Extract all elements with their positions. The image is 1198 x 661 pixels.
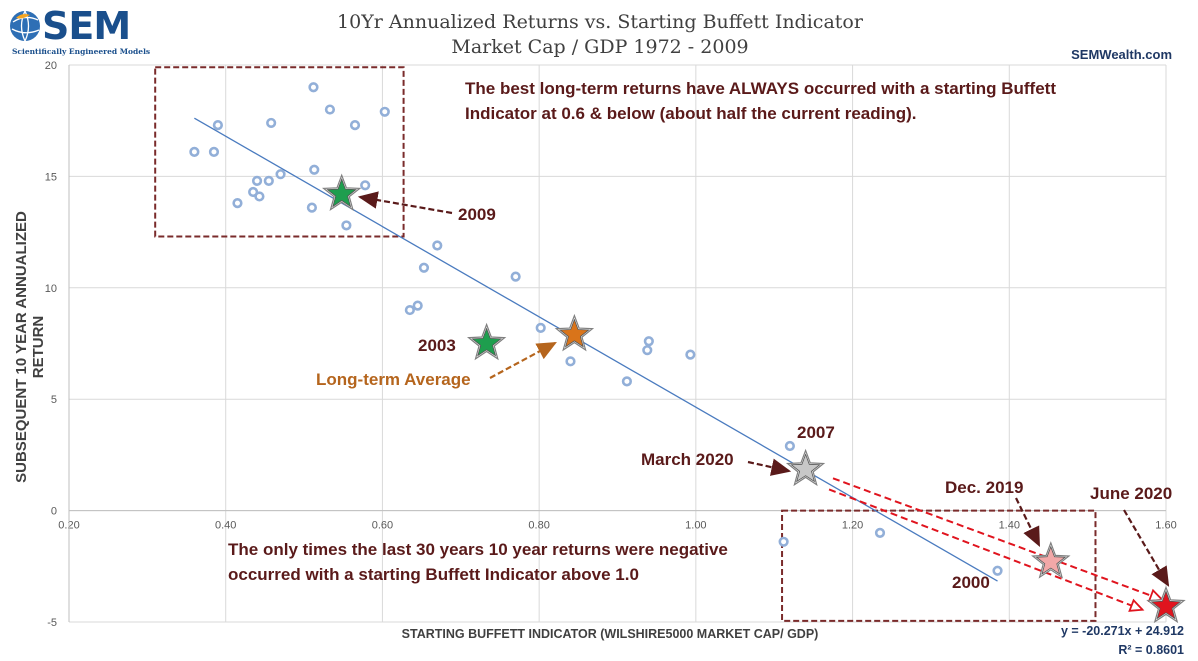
data-point: [874, 527, 886, 538]
logo-text: SEM: [42, 4, 131, 48]
data-point: [404, 304, 415, 316]
top-annotation-line2: Indicator at 0.6 & below (about half the…: [465, 104, 917, 123]
x-axis-label: STARTING BUFFETT INDICATOR (WILSHIRE5000…: [401, 627, 819, 641]
label-june-2020: June 2020: [1090, 484, 1173, 503]
x-tick-label: 1.60: [1155, 520, 1176, 532]
data-point: [412, 300, 423, 311]
arrow-march-2020: [747, 458, 792, 476]
bottom-annotation-line2: occurred with a starting Buffett Indicat…: [228, 565, 639, 584]
bottom-annotation: The only times the last 30 years 10 year…: [228, 537, 728, 587]
site-url: SEMWealth.com: [1071, 47, 1172, 62]
y-axis-label: SUBSEQUENT 10 YEAR ANNUALIZED RETURN: [13, 211, 47, 483]
projection-arrow-line: [828, 488, 1143, 611]
x-tick-label: 1.40: [999, 520, 1020, 532]
y-tick-label: 0: [51, 506, 57, 518]
data-point: [275, 169, 286, 180]
arrow-2009: [357, 191, 453, 215]
data-point: [510, 271, 521, 282]
y-tick-label: 20: [45, 60, 57, 72]
trendline-r2: R² = 0.8601: [1118, 643, 1184, 657]
data-point: [643, 336, 654, 347]
data-point: [324, 104, 336, 115]
y-tick-label: 10: [45, 283, 57, 295]
label-2007: 2007: [797, 423, 835, 442]
y-tick-label: 5: [51, 394, 57, 406]
data-point: [432, 240, 443, 251]
data-point: [341, 220, 352, 231]
star-marker: [1150, 590, 1182, 620]
data-point: [349, 120, 361, 131]
data-point: [992, 565, 1003, 576]
chart-title-line2: Market Cap / GDP 1972 - 2009: [451, 36, 749, 58]
data-point: [360, 180, 371, 191]
star-marker: [1035, 545, 1067, 575]
data-point: [565, 356, 576, 367]
x-tick-label: 0.40: [215, 520, 236, 532]
highlight-box: [781, 509, 1097, 622]
data-point: [212, 120, 223, 131]
star-marker: [559, 318, 590, 348]
label-2009: 2009: [458, 205, 496, 224]
data-point: [309, 164, 320, 175]
label-march-2020: March 2020: [641, 450, 734, 469]
sem-logo: SEM Scientifically Engineered Models: [8, 4, 151, 58]
trendline-equation: y = -20.271x + 24.912 R² = 0.8601: [1061, 622, 1184, 660]
star-marker: [471, 327, 502, 357]
label-2003: 2003: [418, 336, 456, 355]
data-point: [778, 536, 789, 547]
globe-icon: [10, 10, 40, 42]
top-annotation: The best long-term returns have ALWAYS o…: [465, 76, 1056, 126]
data-point: [379, 106, 390, 117]
trendline-formula: y = -20.271x + 24.912: [1060, 624, 1184, 638]
top-annotation-line1: The best long-term returns have ALWAYS o…: [465, 79, 1056, 98]
projection-arrow-line: [832, 477, 1163, 601]
highlight-box: [154, 66, 405, 238]
data-point: [418, 262, 430, 273]
data-point: [208, 146, 220, 157]
label-long-term-average: Long-term Average: [316, 370, 471, 389]
bottom-annotation-line1: The only times the last 30 years 10 year…: [228, 540, 728, 559]
chart-title: 10Yr Annualized Returns vs. Starting Buf…: [240, 10, 960, 60]
data-point: [263, 175, 274, 186]
data-point: [251, 175, 263, 186]
arrow-long-term-average: [489, 341, 557, 379]
data-point: [621, 376, 633, 387]
data-point: [254, 191, 265, 202]
data-point: [266, 117, 277, 129]
projection-arrow-head: [1128, 598, 1145, 612]
arrow-june-2020: [1123, 509, 1170, 587]
x-tick-label: 0.60: [372, 520, 393, 532]
data-point: [306, 202, 318, 213]
logo-tagline: Scientifically Engineered Models: [12, 47, 151, 56]
trendline: [194, 117, 998, 582]
data-point: [535, 322, 546, 334]
data-point: [642, 345, 653, 356]
label-dec-2019: Dec. 2019: [945, 478, 1024, 497]
y-tick-label: -5: [47, 617, 57, 629]
y-tick-label: 15: [45, 171, 57, 183]
star-marker: [790, 453, 821, 483]
x-tick-label: 0.80: [528, 520, 549, 532]
data-point: [232, 198, 243, 209]
data-point: [308, 82, 319, 93]
data-point: [685, 349, 696, 360]
star-marker: [326, 178, 357, 208]
data-point: [189, 146, 200, 157]
chart-title-line1: 10Yr Annualized Returns vs. Starting Buf…: [337, 11, 863, 33]
x-tick-label: 1.20: [842, 520, 863, 532]
label-2000: 2000: [952, 573, 990, 592]
data-point: [784, 440, 795, 452]
x-tick-label: 1.00: [685, 520, 706, 532]
